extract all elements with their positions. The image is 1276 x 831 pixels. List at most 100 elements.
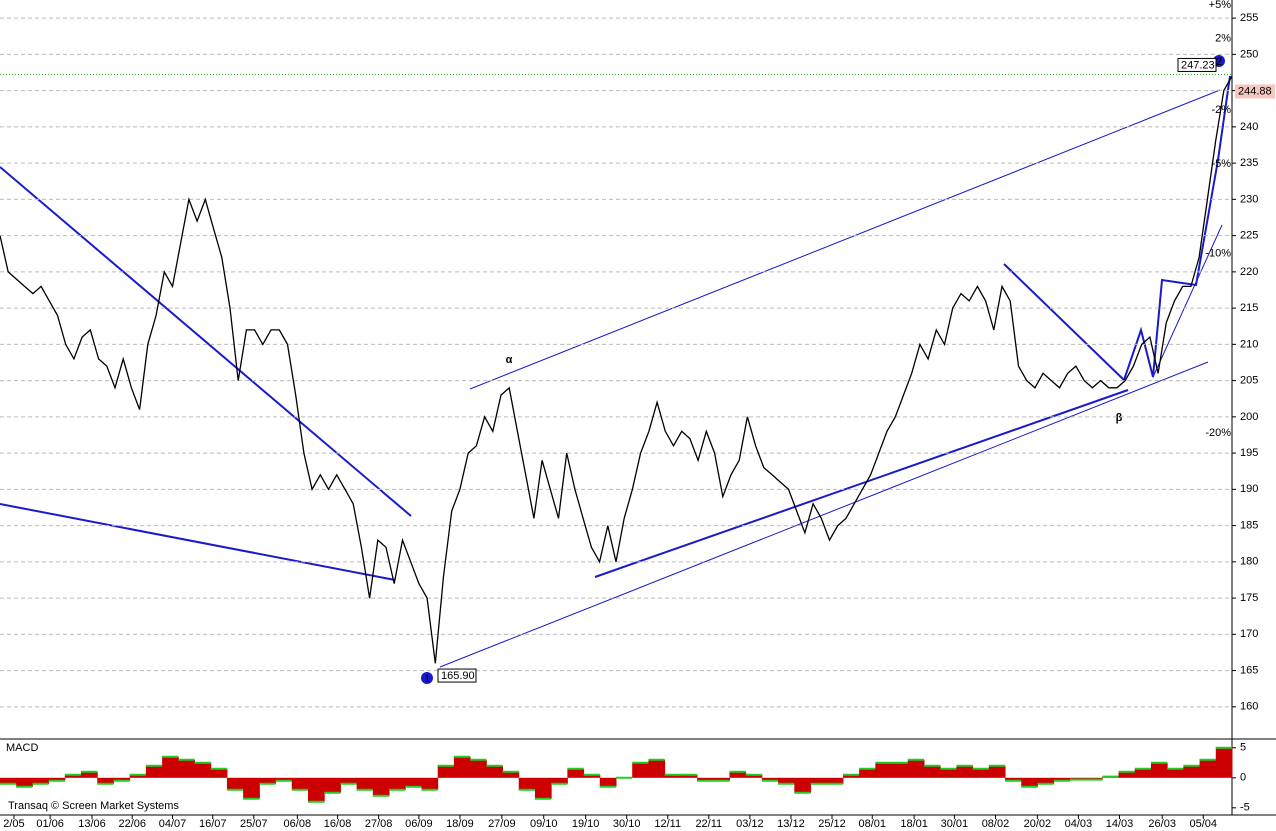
macd-bar [972, 768, 990, 778]
y-tick-label: 235 [1240, 157, 1258, 169]
x-tick-label: 04/03 [1065, 818, 1093, 830]
x-tick-label: 08/02 [982, 818, 1010, 830]
macd-bar [129, 774, 147, 778]
macd-bar [1005, 777, 1022, 781]
y-tick-label: 200 [1240, 411, 1258, 423]
macd-bar [778, 777, 795, 784]
macd-bar [1037, 777, 1055, 784]
macd-bar [178, 759, 196, 778]
macd-bar [599, 777, 617, 787]
macd-bar [940, 768, 957, 778]
y-tick-label: 255 [1240, 12, 1258, 24]
macd-bar [842, 774, 860, 778]
macd-bar [1134, 768, 1152, 778]
level-label: -20% [1205, 427, 1231, 439]
macd-bar [567, 768, 585, 778]
x-tick-label: 26/03 [1148, 818, 1176, 830]
x-tick-label: 04/07 [159, 818, 187, 830]
macd-bar [729, 771, 747, 778]
macd-bar [632, 762, 649, 778]
y-tick-label: 170 [1240, 628, 1258, 640]
macd-bar [0, 777, 17, 784]
macd-bar [875, 762, 893, 778]
macd-bar [421, 777, 439, 790]
macd-bar [486, 765, 504, 778]
x-tick-label: 22/06 [118, 818, 146, 830]
x-tick-label: 13/12 [777, 818, 805, 830]
credit: Transaq © Screen Market Systems [8, 800, 179, 812]
macd-bar [113, 777, 131, 781]
wave-label: β [1116, 412, 1123, 424]
macd-bar [680, 774, 698, 778]
x-tick-label: 30/10 [613, 818, 641, 830]
macd-bar [340, 777, 358, 784]
macd-bar [145, 765, 163, 778]
macd-bar [405, 777, 422, 787]
x-tick-label: 01/06 [36, 818, 64, 830]
x-tick-label: 18/09 [446, 818, 474, 830]
macd-bar [275, 777, 293, 781]
macd-bar [1118, 771, 1136, 778]
macd-bar [210, 768, 228, 778]
x-tick-label: 06/09 [405, 818, 433, 830]
macd-bar [502, 771, 520, 778]
wave-marker [421, 672, 433, 684]
macd-bar [826, 777, 844, 784]
macd-bar [534, 777, 552, 799]
level-label: -5% [1211, 158, 1231, 170]
macd-bar [291, 777, 309, 790]
macd-bar [518, 777, 536, 790]
macd-bar [697, 777, 714, 781]
macd-bar [956, 765, 974, 778]
x-tick-label: 2/05 [3, 818, 24, 830]
x-tick-label: 14/03 [1106, 818, 1134, 830]
x-tick-label: 06/08 [284, 818, 312, 830]
x-tick-label: 19/10 [572, 818, 600, 830]
macd-bar [453, 756, 471, 778]
macd-bar [259, 777, 277, 784]
low-box [437, 668, 477, 683]
macd-bar [810, 777, 828, 784]
macd-bar [648, 759, 666, 778]
macd-bar [356, 777, 374, 790]
y-tick-label: 225 [1240, 230, 1258, 242]
x-tick-label: 03/12 [736, 818, 764, 830]
high-label: 247.23 [1181, 59, 1215, 71]
macd-bar [551, 777, 568, 784]
macd-bar [583, 774, 601, 778]
y-tick-label: 180 [1240, 556, 1258, 568]
y-tick-label: 185 [1240, 519, 1258, 531]
macd-bar [794, 777, 812, 793]
wave-label: 1 [424, 673, 430, 685]
y-tick-label: -5 [1240, 802, 1250, 814]
high-box [1177, 57, 1217, 72]
macd-bar [64, 774, 82, 778]
x-tick-label: 25/07 [240, 818, 268, 830]
y-tick-label: 190 [1240, 483, 1258, 495]
macd-bar [1150, 762, 1168, 778]
macd-bar [437, 765, 455, 778]
macd-bar [162, 756, 179, 778]
y-tick-label: 230 [1240, 193, 1258, 205]
y-tick-label: 240 [1240, 121, 1258, 133]
macd-bar [226, 777, 244, 790]
macd-bar [1021, 777, 1038, 787]
y-tick-label: 210 [1240, 338, 1258, 350]
macd-bar [988, 765, 1006, 778]
y-tick-label: 215 [1240, 302, 1258, 314]
macd-bar [1199, 759, 1217, 778]
x-tick-label: 27/09 [488, 818, 516, 830]
macd-bar [372, 777, 390, 796]
level-label: -10% [1205, 248, 1231, 260]
y-tick-label: 0 [1240, 772, 1246, 784]
wave-label: α [506, 354, 513, 366]
x-tick-label: 18/01 [900, 818, 928, 830]
price-line [0, 75, 1233, 664]
macd-title: MACD [6, 742, 38, 754]
y-tick-label: 175 [1240, 592, 1258, 604]
macd-bar [713, 777, 730, 781]
y-tick-label: 165 [1240, 664, 1258, 676]
level-label: 2% [1215, 33, 1231, 45]
